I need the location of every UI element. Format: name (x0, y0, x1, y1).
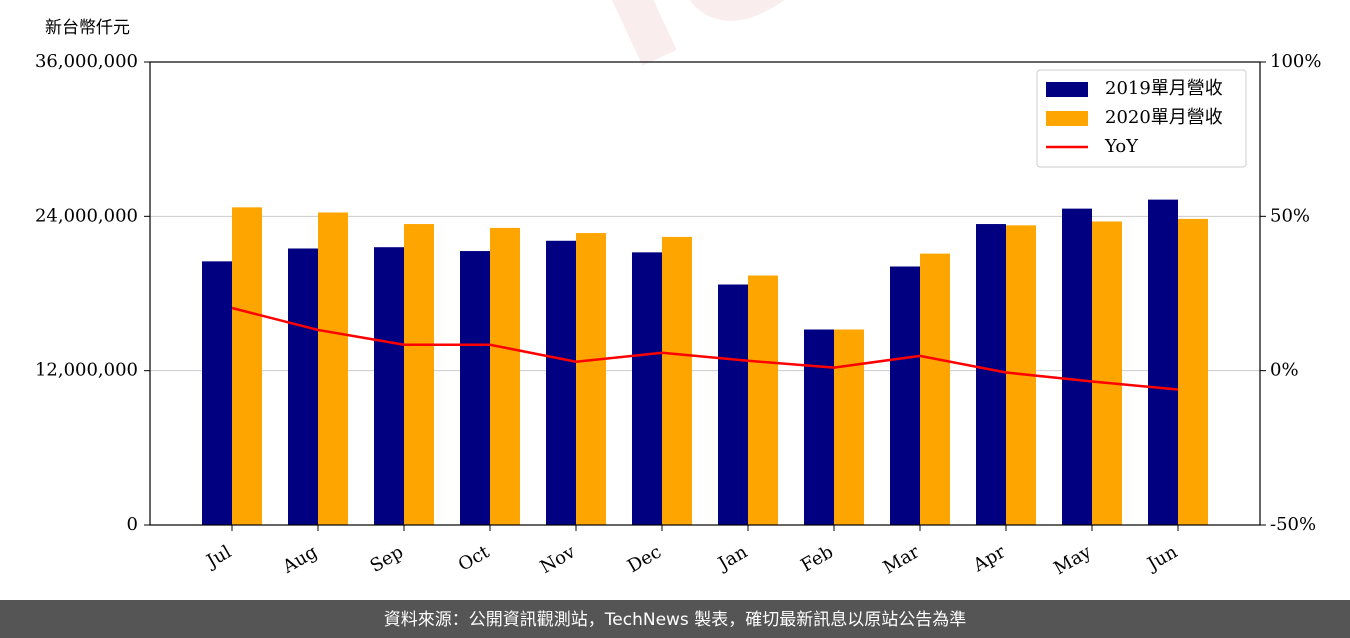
bar (920, 253, 950, 525)
legend-swatch (1046, 111, 1088, 126)
y2-tick-label: 50% (1270, 205, 1310, 226)
bar (748, 275, 778, 525)
legend-label: 2019單月營收 (1105, 78, 1223, 99)
bar (232, 207, 262, 525)
bar (718, 284, 748, 525)
bar (490, 227, 520, 526)
source-note: 資料來源：公開資訊觀測站，TechNews 製表，確切最新訊息以原站公告為準 (384, 610, 966, 630)
bar (890, 266, 920, 525)
x-tick-label: Sep (367, 541, 407, 576)
bar (460, 251, 490, 525)
footer-bar (0, 600, 1350, 638)
bar (976, 224, 1006, 526)
y-tick-label: 24,000,000 (35, 205, 138, 226)
legend-swatch (1046, 82, 1088, 97)
x-tick-label: Feb (797, 541, 837, 576)
plot-frame (149, 61, 1261, 526)
x-tick-label: Dec (624, 541, 665, 577)
bar (804, 329, 834, 525)
y-tick-label: 36,000,000 (35, 51, 138, 72)
legend-label: 2020單月營收 (1105, 107, 1223, 128)
y2-tick-label: 100% (1270, 51, 1321, 72)
bar (1178, 218, 1208, 525)
x-tick-label: May (1050, 541, 1095, 579)
bar (1092, 221, 1122, 525)
bar (546, 240, 576, 525)
x-tick-label: Apr (969, 541, 1009, 576)
bar (202, 261, 232, 525)
bar (1062, 208, 1092, 525)
x-tick-label: Nov (537, 541, 580, 578)
x-tick-label: Jun (1142, 541, 1181, 576)
legend-label: YoY (1104, 136, 1139, 157)
x-tick-label: Jul (201, 541, 235, 573)
legend-box (1036, 69, 1247, 168)
x-tick-label: Oct (455, 541, 494, 576)
yoy-line (231, 306, 1179, 391)
bar (662, 236, 692, 525)
bar (318, 212, 348, 525)
bar (404, 224, 434, 526)
x-tick-label: Aug (278, 541, 321, 578)
x-tick-label: Jan (713, 541, 751, 575)
y-tick-label: 12,000,000 (35, 360, 138, 381)
bar (288, 248, 318, 525)
bar (1148, 199, 1178, 525)
bar (834, 329, 864, 525)
y2-tick-label: -50% (1270, 514, 1316, 535)
y-unit-label: 新台幣仟元 (45, 18, 130, 38)
y-tick-label: 0 (127, 514, 138, 535)
bar (374, 247, 404, 525)
bar (576, 233, 606, 525)
bar (632, 252, 662, 525)
x-tick-label: Mar (880, 541, 924, 578)
y2-tick-label: 0% (1270, 360, 1299, 381)
